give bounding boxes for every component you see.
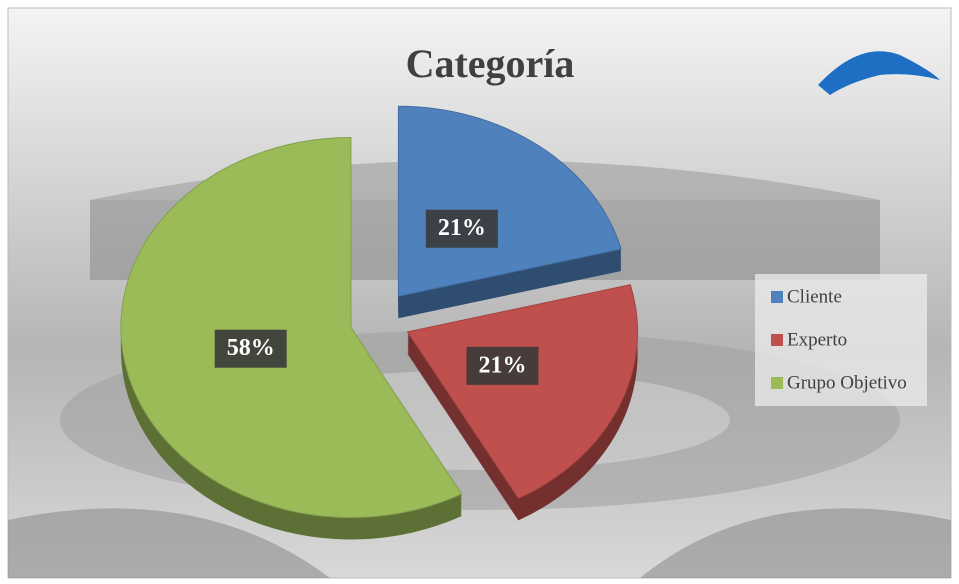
- data-label: 21%: [438, 215, 486, 241]
- legend-swatch: [771, 377, 783, 389]
- slice-top: [120, 136, 463, 518]
- slice-top: [406, 284, 639, 500]
- legend-swatch: [771, 334, 783, 346]
- legend-swatch: [771, 291, 783, 303]
- legend-box: [755, 274, 927, 406]
- slice: [397, 105, 622, 319]
- legend-label: Grupo Objetivo: [787, 372, 907, 393]
- slice-top: [397, 105, 622, 297]
- logo: [818, 51, 940, 95]
- data-label-box: [466, 346, 539, 385]
- slice: [120, 136, 463, 540]
- slice: [406, 284, 639, 521]
- data-label-box: [425, 209, 498, 248]
- legend-label: Cliente: [787, 286, 842, 307]
- data-label: 21%: [479, 352, 527, 378]
- data-label: 58%: [227, 335, 275, 361]
- data-label-box: [214, 329, 287, 368]
- legend-label: Experto: [787, 329, 847, 350]
- chart-title: Categoría: [406, 41, 575, 86]
